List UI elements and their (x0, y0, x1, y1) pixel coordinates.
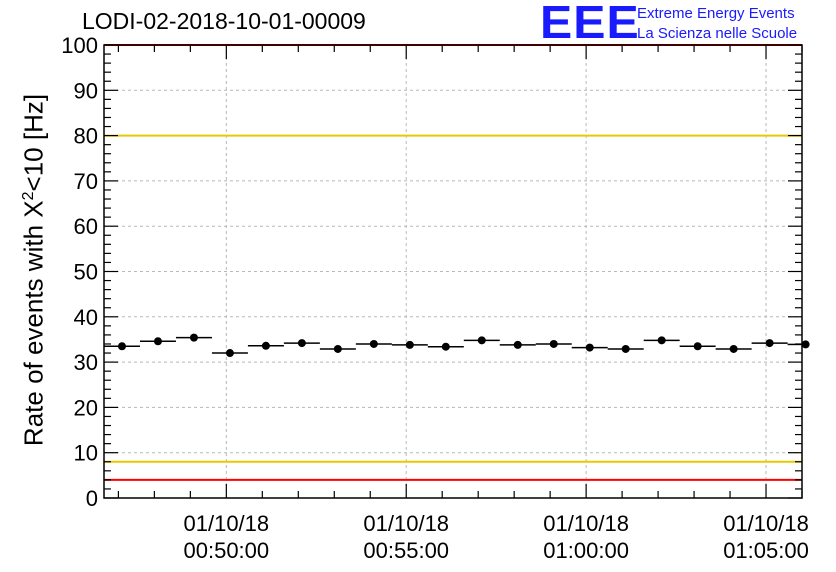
x-tick-label-date-2: 01/10/18 (543, 511, 629, 536)
eee-logo-line2: La Scienza nelle Scuole (637, 25, 798, 42)
y-tick-label-4: 40 (74, 305, 98, 330)
y-tick-label-7: 70 (74, 169, 98, 194)
x-tick-label-date-3: 01/10/18 (723, 511, 809, 536)
x-tick-label-time-3: 01:05:00 (723, 538, 809, 563)
data-point-0-1 (153, 337, 162, 346)
data-point-0-15 (657, 336, 666, 345)
x-tick-label-time-0: 00:50:00 (184, 538, 270, 563)
chart-title: LODI-02-2018-10-01-00009 (82, 8, 366, 34)
data-point-0-5 (297, 339, 306, 348)
data-point-0-7 (369, 339, 378, 348)
y-tick-label-3: 30 (74, 350, 98, 375)
x-tick-label-date-0: 01/10/18 (184, 511, 270, 536)
data-point-0-17 (729, 344, 738, 353)
data-point-0-2 (189, 333, 198, 342)
y-tick-label-8: 80 (74, 124, 98, 149)
y-tick-label-2: 20 (74, 395, 98, 420)
y-tick-label-6: 60 (74, 214, 98, 239)
data-point-0-0 (117, 342, 126, 351)
y-tick-label-5: 50 (74, 260, 98, 285)
data-point-0-4 (261, 341, 270, 350)
data-point-0-14 (621, 344, 630, 353)
data-point-0-10 (477, 336, 486, 345)
data-point-0-11 (513, 340, 522, 349)
data-point-0-18 (765, 339, 774, 348)
y-tick-label-10: 100 (61, 33, 98, 58)
data-point-0-13 (585, 343, 594, 352)
y-tick-label-1: 10 (74, 441, 98, 466)
data-point-0-19 (801, 340, 810, 349)
y-tick-label-0: 0 (86, 486, 98, 511)
data-point-0-6 (333, 344, 342, 353)
data-point-0-3 (225, 349, 234, 358)
x-tick-label-time-1: 00:55:00 (363, 538, 449, 563)
data-point-0-9 (441, 342, 450, 351)
data-point-0-16 (693, 342, 702, 351)
data-point-0-12 (549, 339, 558, 348)
x-tick-label-time-2: 01:00:00 (543, 538, 629, 563)
x-tick-label-date-1: 01/10/18 (363, 511, 449, 536)
y-tick-label-9: 90 (74, 78, 98, 103)
eee-logo-mark: EEE (540, 0, 640, 48)
data-point-0-8 (405, 340, 414, 349)
eee-logo: EEE Extreme Energy Events La Scienza nel… (540, 0, 836, 48)
eee-logo-line1: Extreme Energy Events (637, 5, 795, 22)
